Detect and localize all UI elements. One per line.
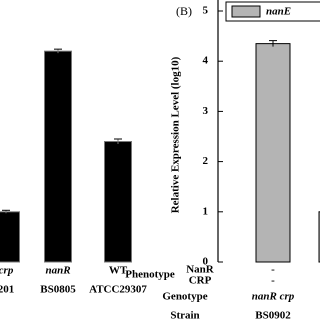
x-tick-label: BS0902 <box>255 310 291 320</box>
genotype-label: WT <box>109 265 128 277</box>
y-tick-label: 1 <box>203 205 209 217</box>
y-tick-label: 5 <box>203 5 209 17</box>
row-header: CRP <box>189 275 212 287</box>
bar <box>0 211 20 263</box>
bar <box>44 50 72 263</box>
row-header: Phenotype <box>125 269 175 281</box>
nanr-label: + <box>115 235 121 247</box>
crp-label: - <box>271 275 275 287</box>
y-tick-label: 3 <box>203 105 209 117</box>
nanr-label: - <box>4 235 8 247</box>
x-tick-label: ATCC29307 <box>89 284 147 296</box>
row-header: Genotype <box>162 291 207 303</box>
legend-swatch <box>231 5 261 18</box>
bar <box>255 43 291 263</box>
y-axis-title: Relative Expression Level (log10) <box>170 56 182 213</box>
y-tick-label: 4 <box>203 55 209 67</box>
genotype-label: crp <box>0 265 14 277</box>
genotype-label: nanR crp <box>252 291 295 303</box>
nanr-label: - <box>271 264 275 276</box>
row-header: Strain <box>170 310 199 320</box>
genotype-label: nanR <box>45 265 70 277</box>
x-tick-label: BS0805 <box>40 284 76 296</box>
crp-label: + <box>115 246 121 258</box>
y-tick-label: 0 <box>203 256 209 268</box>
row-header: NanR <box>186 264 215 276</box>
nanr-label: - <box>56 235 60 247</box>
panel-label: (B) <box>176 4 192 18</box>
x-tick-label: 201 <box>0 284 14 296</box>
crp-label: - <box>56 246 60 258</box>
legend-label: nanE <box>266 6 291 18</box>
y-tick-label: 2 <box>203 155 209 167</box>
